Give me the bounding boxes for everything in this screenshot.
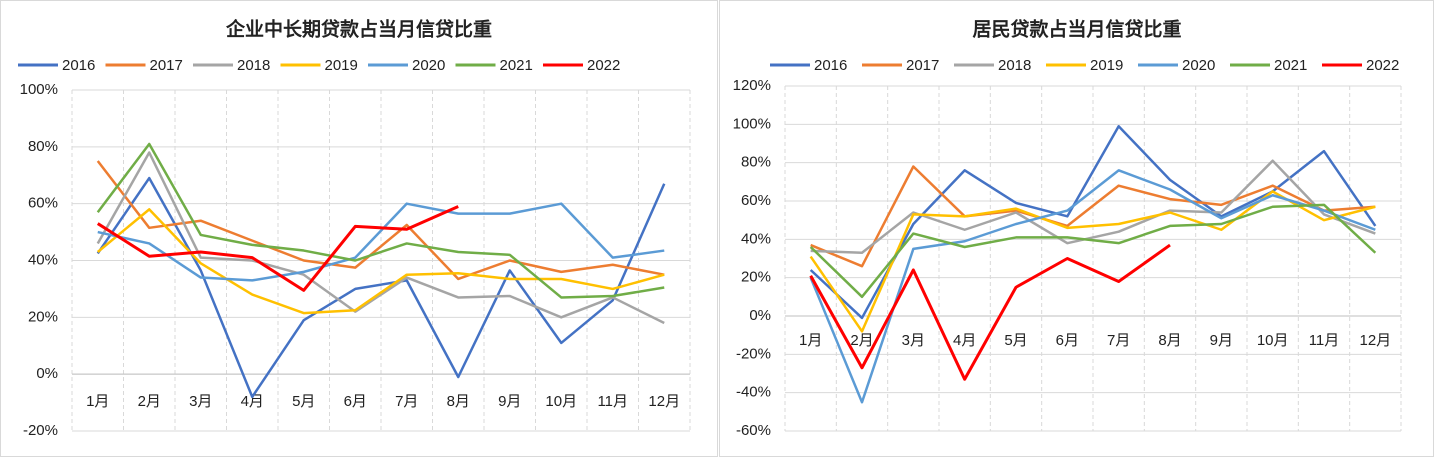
x-tick-label: 4月 xyxy=(241,393,264,410)
x-tick-label: 10月 xyxy=(545,393,577,410)
legend-label: 2021 xyxy=(500,57,533,74)
x-tick-label: 11月 xyxy=(1309,332,1340,349)
legend-label: 2017 xyxy=(150,57,183,74)
series-line xyxy=(809,190,1376,333)
legend-label: 2022 xyxy=(1366,57,1399,74)
y-tick-label: 80% xyxy=(28,138,58,155)
y-tick-label: 100% xyxy=(733,115,771,132)
legend-label: 2018 xyxy=(998,57,1031,74)
y-tick-label: 0% xyxy=(749,307,771,324)
x-tick-label: 3月 xyxy=(902,332,925,349)
legend-label: 2019 xyxy=(325,57,358,74)
y-tick-label: 20% xyxy=(28,308,58,325)
x-tick-label: 11月 xyxy=(597,393,628,410)
x-tick-label: 9月 xyxy=(1210,332,1233,349)
x-tick-label: 6月 xyxy=(1056,332,1079,349)
x-tick-label: 8月 xyxy=(1158,332,1181,349)
x-tick-label: 5月 xyxy=(1004,332,1027,349)
y-tick-label: 20% xyxy=(741,269,771,286)
x-tick-label: 4月 xyxy=(953,332,976,349)
legend-label: 2022 xyxy=(587,57,620,74)
series-line xyxy=(810,165,1376,268)
panel xyxy=(0,0,718,457)
y-tick-label: -20% xyxy=(736,345,771,362)
x-tick-label: 1月 xyxy=(86,393,109,410)
y-tick-label: -40% xyxy=(736,384,771,401)
chart-title: 居民贷款占当月信贷比重 xyxy=(972,17,1181,40)
series-line xyxy=(809,169,1376,404)
series-line xyxy=(97,202,665,282)
y-tick-label: 40% xyxy=(28,251,58,268)
legend-label: 2016 xyxy=(62,57,95,74)
x-tick-label: 1月 xyxy=(799,332,822,349)
y-tick-label: 100% xyxy=(20,81,58,98)
y-tick-label: 120% xyxy=(733,77,771,94)
y-tick-label: -60% xyxy=(736,422,771,439)
y-tick-label: 0% xyxy=(36,365,58,382)
x-tick-label: 10月 xyxy=(1257,332,1289,349)
series-line xyxy=(809,243,1171,381)
legend-label: 2019 xyxy=(1090,57,1123,74)
x-tick-label: 3月 xyxy=(189,393,212,410)
legend-label: 2020 xyxy=(1182,57,1215,74)
series-line xyxy=(96,208,665,315)
legend-label: 2021 xyxy=(1274,57,1307,74)
x-tick-label: 7月 xyxy=(1107,332,1130,349)
y-tick-label: 40% xyxy=(741,230,771,247)
series-line xyxy=(96,151,665,325)
x-tick-label: 6月 xyxy=(344,393,367,410)
legend-label: 2020 xyxy=(412,57,445,74)
series-line xyxy=(809,125,1377,320)
x-tick-label: 12月 xyxy=(648,393,680,410)
panel xyxy=(719,0,1434,457)
legend-label: 2017 xyxy=(906,57,939,74)
series-line xyxy=(96,142,665,299)
series-line xyxy=(810,159,1376,254)
x-tick-label: 7月 xyxy=(395,393,418,410)
legend-label: 2016 xyxy=(814,57,847,74)
x-tick-label: 2月 xyxy=(138,393,161,410)
y-tick-label: -20% xyxy=(23,422,58,439)
series-line xyxy=(809,203,1377,299)
legend-label: 2018 xyxy=(237,57,270,74)
series-line xyxy=(96,205,459,292)
y-tick-label: 80% xyxy=(741,154,771,171)
x-tick-label: 8月 xyxy=(447,393,470,410)
x-tick-label: 9月 xyxy=(498,393,521,410)
x-tick-label: 5月 xyxy=(292,393,315,410)
y-tick-label: 60% xyxy=(28,195,58,212)
x-tick-label: 12月 xyxy=(1359,332,1391,349)
x-tick-label: 2月 xyxy=(850,332,873,349)
y-tick-label: 60% xyxy=(741,192,771,209)
chart-title: 企业中长期贷款占当月信贷比重 xyxy=(225,17,492,40)
